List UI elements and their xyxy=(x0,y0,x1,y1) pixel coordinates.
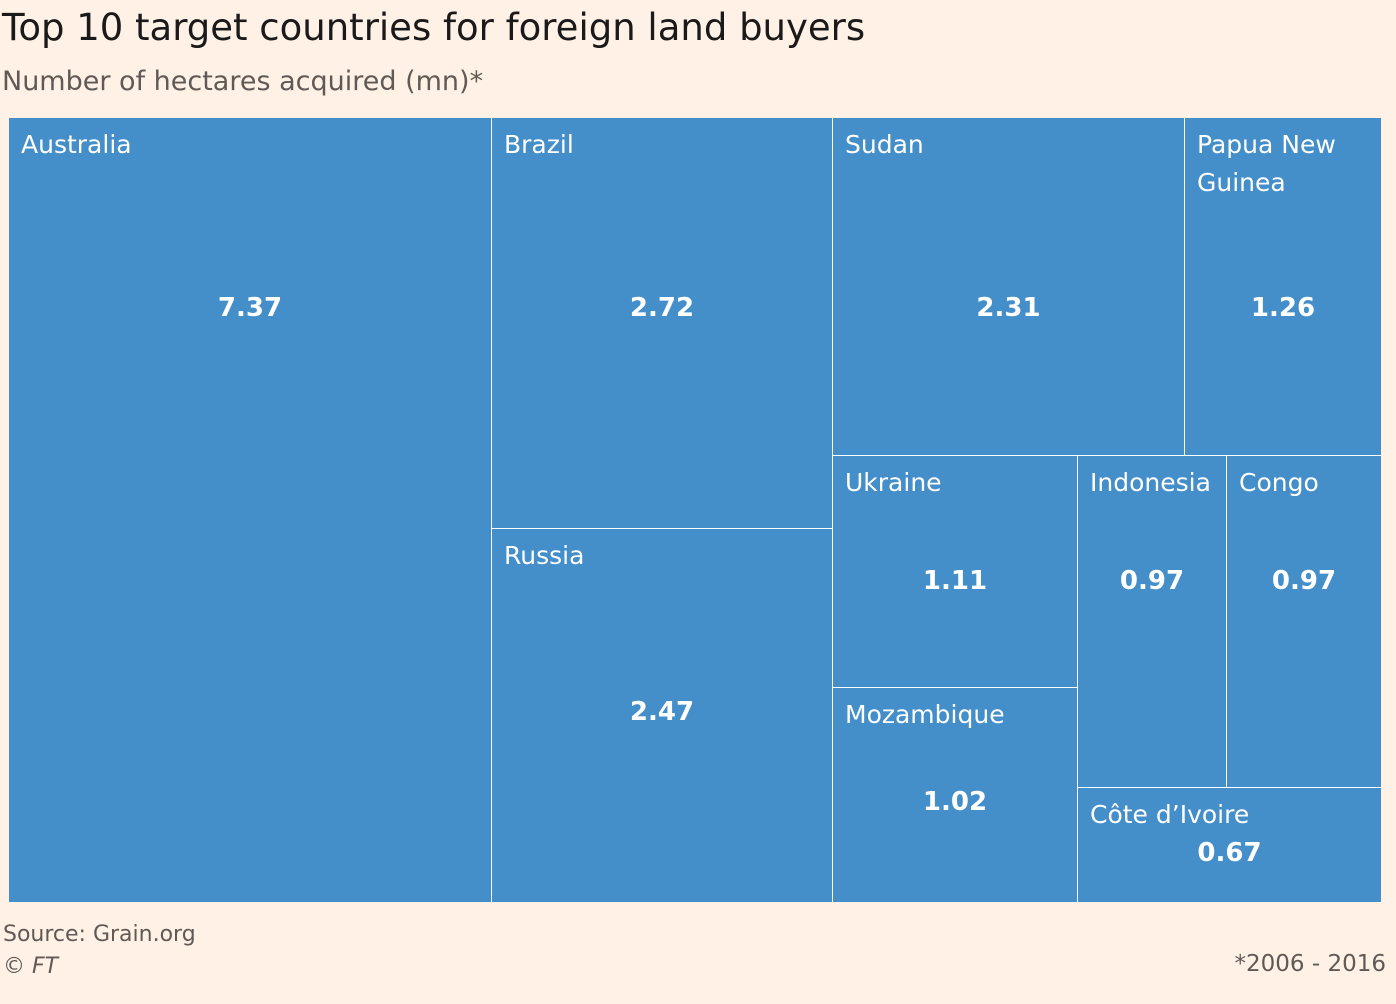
treemap-cell-russia: Russia 2.47 xyxy=(492,529,832,902)
cell-value-papua-new-guinea: 1.26 xyxy=(1250,293,1316,323)
treemap-cell-brazil: Brazil 2.72 xyxy=(492,118,832,528)
cell-label-papua-new-guinea: Papua New Guinea xyxy=(1197,130,1336,197)
treemap-cell-australia: Australia 7.37 xyxy=(9,118,491,902)
cell-value-mozambique: 1.02 xyxy=(922,787,988,817)
cell-value-congo: 0.97 xyxy=(1271,566,1337,596)
cell-value-ukraine: 1.11 xyxy=(922,566,988,596)
cell-value-russia: 2.47 xyxy=(629,697,695,727)
cell-label-mozambique: Mozambique xyxy=(845,700,1005,729)
cell-label-sudan: Sudan xyxy=(845,130,924,159)
treemap: Australia 7.37 Brazil 2.72 Russia 2.47 Sudan 2.… xyxy=(9,118,1381,902)
cell-label-brazil: Brazil xyxy=(504,130,574,159)
cell-value-sudan: 2.31 xyxy=(976,293,1041,323)
cell-label-ukraine: Ukraine xyxy=(845,468,942,497)
cell-value-cote-d-ivoire: 0.67 xyxy=(1197,838,1262,868)
source-note: Source: Grain.org xyxy=(3,922,196,947)
cell-value-brazil: 2.72 xyxy=(629,293,695,323)
cell-label-congo: Congo xyxy=(1239,468,1319,497)
treemap-cell-cote-d-ivoire: Côte d’Ivoire 0.67 xyxy=(1078,788,1381,902)
cell-value-indonesia: 0.97 xyxy=(1119,566,1185,596)
cell-label-russia: Russia xyxy=(504,541,585,570)
treemap-cell-sudan: Sudan 2.31 xyxy=(833,118,1184,455)
treemap-cell-mozambique: Mozambique 1.02 xyxy=(833,688,1077,902)
treemap-cell-indonesia: Indonesia 0.97 xyxy=(1078,456,1226,787)
cell-label-cote-d-ivoire: Côte d’Ivoire xyxy=(1090,800,1250,829)
cell-label-indonesia: Indonesia xyxy=(1090,468,1211,497)
treemap-cell-congo: Congo 0.97 xyxy=(1227,456,1381,787)
cell-value-australia: 7.37 xyxy=(217,293,283,323)
treemap-cell-ukraine: Ukraine 1.11 xyxy=(833,456,1077,687)
chart-title: Top 10 target countries for foreign land… xyxy=(2,6,866,49)
treemap-cell-papua-new-guinea: Papua New Guinea 1.26 xyxy=(1185,118,1381,455)
cell-label-australia: Australia xyxy=(21,130,132,159)
ft-credit: © FT xyxy=(3,954,59,979)
chart-subtitle: Number of hectares acquired (mn)* xyxy=(2,66,484,97)
date-footnote: *2006 - 2016 xyxy=(1234,951,1387,977)
